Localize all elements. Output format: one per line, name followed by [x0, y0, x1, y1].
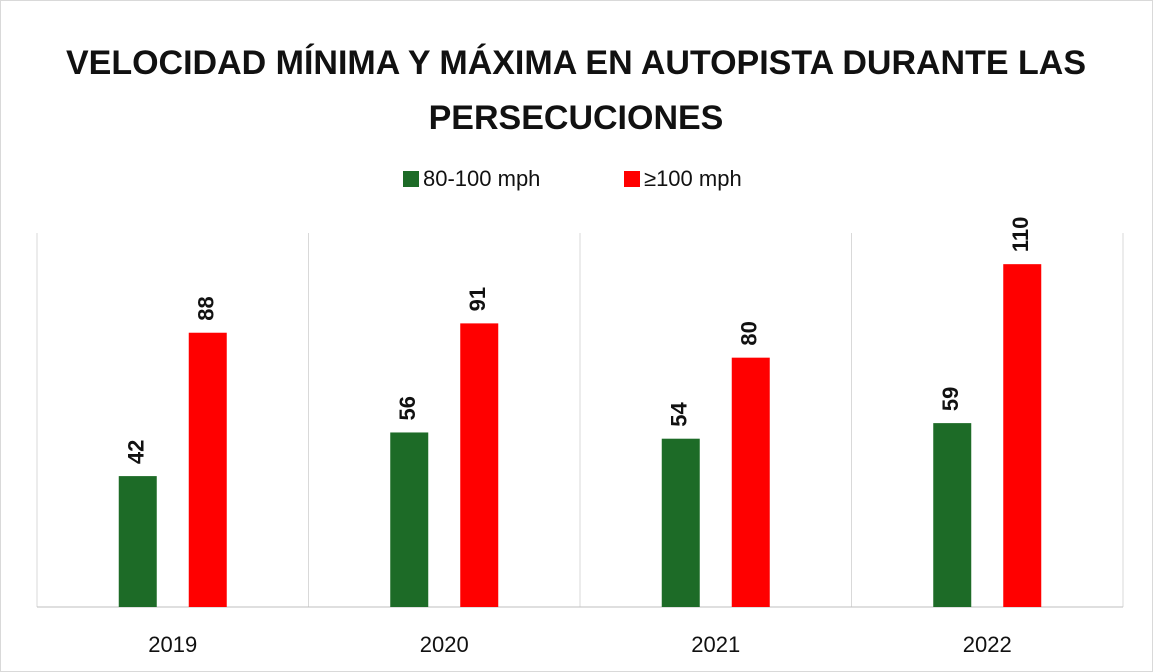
bar — [118, 476, 157, 607]
data-label: 110 — [1008, 217, 1033, 253]
bar — [1003, 264, 1042, 607]
legend-label: ≥100 mph — [644, 166, 742, 191]
bar — [460, 323, 499, 607]
bar — [661, 438, 700, 607]
data-label: 56 — [395, 396, 420, 420]
legend-swatch — [624, 171, 640, 187]
bar — [188, 332, 227, 607]
x-tick-label: 2019 — [148, 632, 197, 657]
legend-label: 80-100 mph — [423, 166, 540, 191]
data-label: 91 — [465, 287, 490, 311]
data-label: 42 — [124, 440, 149, 464]
bar — [390, 432, 429, 607]
legend-swatch — [403, 171, 419, 187]
chart-title: VELOCIDAD MÍNIMA Y MÁXIMA EN AUTOPISTA D… — [65, 44, 1087, 137]
x-tick-label: 2021 — [691, 632, 740, 657]
data-label: 88 — [194, 296, 219, 320]
data-label: 80 — [737, 321, 762, 345]
x-tick-label: 2020 — [420, 632, 469, 657]
x-tick-label: 2022 — [963, 632, 1012, 657]
data-label: 59 — [938, 387, 963, 411]
bar — [731, 357, 770, 607]
bar — [933, 423, 972, 607]
data-label: 54 — [667, 401, 692, 426]
